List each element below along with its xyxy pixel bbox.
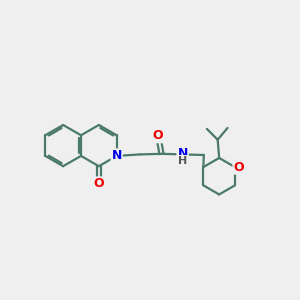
Text: O: O xyxy=(233,160,244,174)
Text: N: N xyxy=(178,147,188,160)
Text: N: N xyxy=(112,149,122,162)
Text: O: O xyxy=(152,129,163,142)
Text: O: O xyxy=(94,177,104,190)
Text: H: H xyxy=(178,156,187,166)
